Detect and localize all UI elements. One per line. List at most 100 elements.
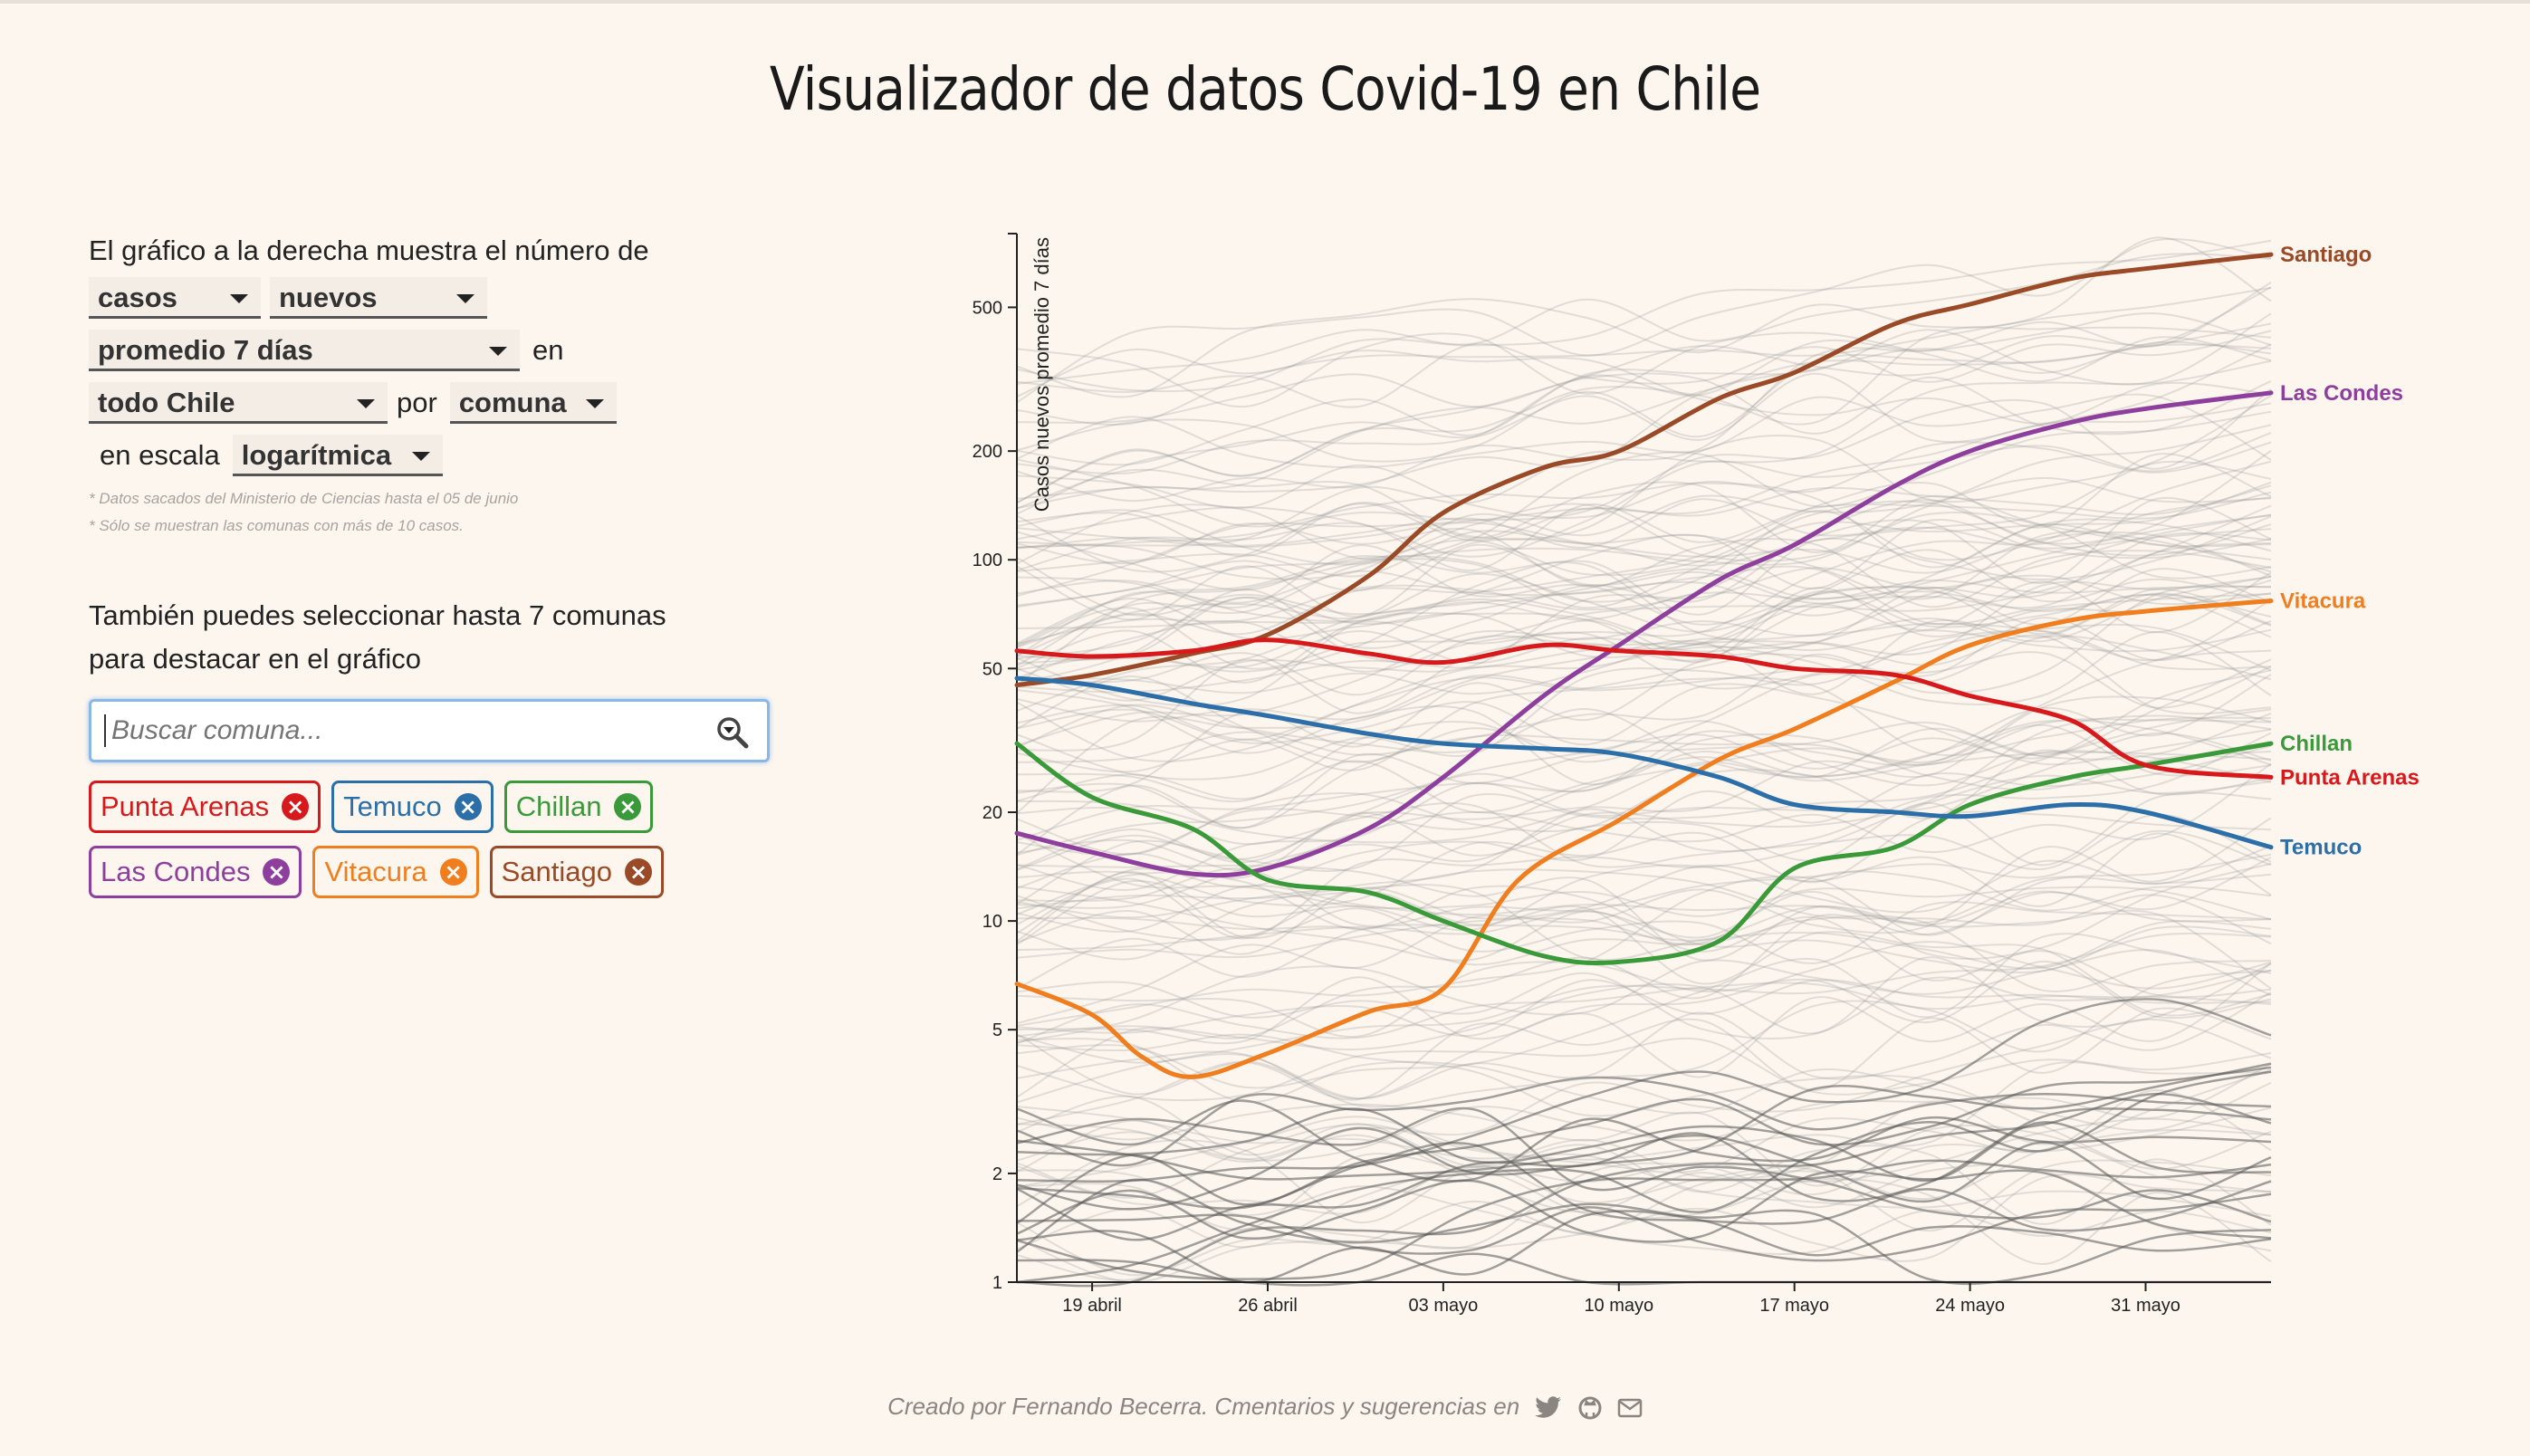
comuna-line	[1016, 359, 2272, 547]
comuna-line	[1016, 829, 2272, 927]
comuna-line	[1016, 683, 2272, 766]
comuna-line	[1016, 1070, 2272, 1284]
comuna-line	[1016, 568, 2272, 660]
smoothing-select[interactable]: promedio 7 días	[89, 330, 520, 371]
comuna-search-input[interactable]	[104, 714, 693, 747]
comuna-chip: Punta Arenas ×	[89, 781, 321, 833]
comuna-search-box[interactable]	[89, 699, 770, 762]
comuna-line	[1016, 522, 2272, 608]
footer-text: Creado por Fernando Becerra. Cmentarios …	[887, 1393, 1520, 1420]
comuna-line	[1016, 1129, 2272, 1277]
comuna-line	[1016, 1159, 2272, 1280]
comuna-chip: Chillan ×	[503, 781, 654, 833]
comuna-line	[1016, 1106, 2272, 1223]
select-instructions: También puedes seleccionar hasta 7 comun…	[89, 594, 813, 681]
comuna-line	[1016, 522, 2272, 577]
comuna-line	[1016, 312, 2272, 503]
comuna-line	[1016, 791, 2272, 889]
comuna-line	[1016, 688, 2272, 791]
comuna-line	[1016, 330, 2272, 408]
comuna-line	[1016, 864, 2272, 990]
comuna-line	[1016, 1018, 2272, 1173]
comuna-line	[1016, 513, 2272, 702]
comuna-line	[1016, 468, 2272, 560]
series-label: Santiago	[2280, 243, 2372, 267]
comuna-line	[1016, 886, 2272, 999]
comuna-line	[1016, 1139, 2272, 1266]
comuna-line	[1016, 744, 2272, 934]
comuna-line	[1016, 286, 2272, 426]
region-select[interactable]: todo Chile	[89, 382, 388, 424]
comuna-line	[1016, 991, 2272, 1100]
y-axis-label: Casos nuevos promedio 7 días	[1030, 237, 1053, 512]
comuna-line	[1016, 933, 2272, 1104]
comuna-line	[1016, 871, 2272, 974]
comuna-line	[1016, 1061, 2272, 1188]
comuna-line	[1016, 1095, 2272, 1226]
comuna-line	[1016, 751, 2272, 844]
series-line	[1014, 741, 2274, 966]
comuna-line	[1016, 718, 2272, 829]
metric-select[interactable]: casos	[89, 277, 261, 319]
comuna-line	[1016, 450, 2272, 685]
comuna-line	[1016, 658, 2272, 856]
comuna-chip: Vitacura ×	[312, 846, 479, 898]
select-row-2: promedio 7 días en	[89, 326, 813, 375]
series-label: Temuco	[2280, 836, 2362, 860]
comuna-line	[1016, 979, 2272, 1037]
type-select[interactable]: nuevos	[270, 277, 487, 319]
comuna-line	[1016, 620, 2272, 690]
comuna-line	[1016, 504, 2272, 670]
comuna-line	[1016, 817, 2272, 1025]
top-border	[0, 0, 2530, 4]
remove-chip-icon[interactable]: ×	[263, 858, 291, 886]
comuna-line	[1016, 575, 2272, 773]
comuna-chip: Santiago ×	[489, 846, 665, 898]
chevron-down-icon	[489, 347, 507, 356]
comuna-line	[1016, 565, 2272, 657]
scale-select[interactable]: logarítmica	[232, 435, 443, 476]
remove-chip-icon[interactable]: ×	[439, 858, 467, 886]
comuna-line	[1016, 732, 2272, 919]
comuna-line	[1016, 1037, 2272, 1102]
comuna-line	[1016, 331, 2272, 408]
envelope-icon[interactable]	[1617, 1398, 1643, 1418]
comuna-line	[1016, 282, 2272, 475]
grouping-select[interactable]: comuna	[449, 382, 617, 424]
twitter-icon[interactable]	[1535, 1396, 1562, 1420]
github-icon[interactable]	[1578, 1396, 1602, 1420]
y-tick-label: 20	[982, 803, 1002, 823]
comuna-line	[1016, 515, 2272, 673]
comuna-line	[1016, 236, 2272, 398]
comuna-line	[1016, 518, 2272, 712]
comuna-line	[1016, 704, 2272, 779]
search-icon[interactable]	[714, 714, 751, 751]
remove-chip-icon[interactable]: ×	[454, 793, 482, 820]
comuna-line	[1016, 1033, 2272, 1171]
comuna-line	[1016, 388, 2272, 549]
smoothing-select-value: promedio 7 días	[98, 334, 313, 366]
series-line	[1014, 599, 2274, 1079]
comuna-line	[1016, 519, 2272, 617]
select-row-1: casos nuevos	[89, 273, 813, 322]
comuna-line	[1016, 460, 2272, 607]
select-row-4: en escala logarítmica	[89, 431, 813, 480]
comuna-line	[1016, 970, 2272, 1108]
comuna-line	[1016, 1103, 2272, 1193]
other-comunas-lines	[1016, 236, 2272, 1288]
y-tick-label: 10	[982, 912, 1002, 932]
comuna-line	[1016, 629, 2272, 715]
remove-chip-icon[interactable]: ×	[614, 793, 642, 820]
comuna-line	[1016, 1193, 2272, 1262]
comuna-line	[1016, 1106, 2272, 1281]
series-label: Chillan	[2280, 732, 2353, 756]
comuna-chip-label: Santiago	[501, 856, 613, 887]
word-por: por	[397, 387, 437, 418]
comuna-chip-label: Las Condes	[101, 856, 251, 887]
comuna-line	[1016, 503, 2272, 580]
remove-chip-icon[interactable]: ×	[625, 858, 653, 886]
remove-chip-icon[interactable]: ×	[282, 793, 310, 820]
word-escala: en escala	[100, 439, 220, 471]
comuna-chip-label: Chillan	[515, 790, 602, 822]
